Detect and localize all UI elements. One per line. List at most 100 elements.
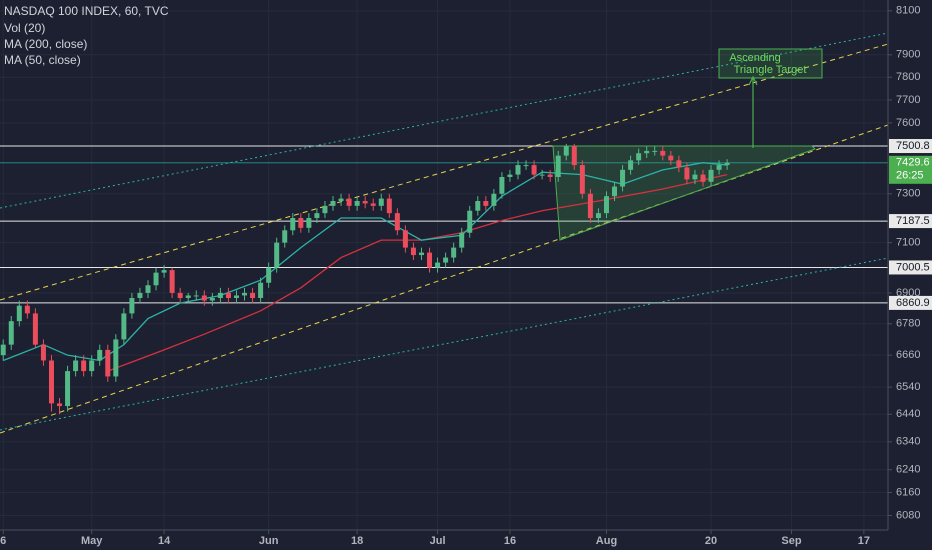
candle-body	[636, 153, 642, 161]
candle-body	[523, 165, 529, 167]
candle-body	[628, 160, 634, 170]
candle-body	[40, 344, 46, 361]
x-tick-label: 14	[158, 535, 171, 547]
candle-body	[692, 174, 698, 180]
y-tick-label: 7900	[896, 49, 920, 61]
candle-body	[81, 360, 87, 372]
candle-body	[322, 205, 328, 214]
y-tick-label: 6240	[896, 464, 920, 476]
annotation: Ascending	[729, 52, 780, 64]
candle-body	[668, 155, 674, 161]
candle-body	[652, 150, 658, 152]
candle-body	[161, 270, 167, 273]
y-tick-label: 6440	[896, 408, 920, 420]
candle-body	[660, 150, 666, 156]
drawings: Ascending Triangle Target	[0, 32, 888, 434]
candle-body	[435, 262, 441, 268]
last-price-box	[889, 155, 932, 184]
candle-body	[137, 292, 143, 299]
level-label: 7000.5	[896, 261, 930, 273]
candle-body	[587, 193, 593, 219]
last-price-label: 7429.6	[896, 157, 930, 169]
candle-body	[579, 165, 585, 194]
y-tick-label: 8100	[896, 5, 920, 17]
candle-body	[443, 257, 449, 263]
candle-body	[193, 295, 199, 297]
level-label-box	[889, 214, 932, 229]
candle-body	[515, 165, 521, 175]
candle-body	[57, 403, 63, 407]
candle-body	[306, 218, 312, 228]
channel-upper	[0, 43, 888, 301]
candle-body	[410, 247, 416, 256]
candle-body	[185, 295, 191, 299]
candle-body	[724, 162, 730, 166]
candle-body	[16, 305, 22, 322]
candle-body	[507, 174, 513, 177]
candle-body	[24, 305, 30, 314]
candle-body	[153, 272, 159, 286]
legend-entry: MA (200, close)	[4, 37, 87, 51]
channel-lower	[0, 124, 888, 434]
candle-body	[274, 242, 280, 268]
candle-body	[354, 201, 360, 206]
y-tick-label: 6080	[896, 509, 920, 521]
candle-body	[89, 360, 95, 372]
candle-body	[595, 213, 601, 219]
candle-body	[242, 292, 248, 296]
candle-body	[266, 267, 272, 283]
candle-body	[201, 295, 207, 301]
annotation: Triangle Target	[734, 64, 807, 76]
indicator-label: Vol (20)	[4, 21, 45, 35]
candle-body	[378, 198, 384, 206]
y-tick-label: 6660	[896, 349, 920, 361]
candle-body	[32, 313, 38, 345]
x-tick-label: 18	[351, 535, 363, 547]
axes: 8100 7900 7800 7700 7600 7300 7100 6900 6780 6660…	[0, 5, 932, 547]
candle-body	[402, 230, 408, 248]
candle-body	[0, 344, 6, 356]
candle-body	[467, 210, 473, 233]
candle-body	[620, 169, 626, 187]
legend-entry: MA (50, close)	[4, 53, 81, 67]
candle-body	[330, 201, 336, 206]
candle-body	[644, 150, 650, 154]
candle-body	[684, 167, 690, 180]
x-tick-label: May	[81, 535, 103, 547]
level-label-box	[889, 260, 932, 275]
outer-channel-lower	[0, 257, 888, 431]
x-tick-label: Sep	[781, 535, 801, 547]
candle-body	[177, 292, 183, 299]
candle-body	[603, 196, 609, 214]
level-label: 6860.9	[896, 297, 930, 309]
x-tick-label: Aug	[596, 535, 617, 547]
candle-body	[370, 203, 376, 206]
candle-body	[418, 252, 424, 256]
level-label-box	[889, 139, 932, 154]
y-tick-label: 7100	[896, 237, 920, 249]
candle-body	[386, 198, 392, 214]
candle-body	[346, 198, 352, 206]
levels	[0, 145, 888, 304]
candle-body	[708, 169, 714, 182]
x-tick-label: Jun	[259, 535, 279, 547]
candle-body	[290, 218, 296, 231]
candle-body	[499, 176, 505, 194]
candle-body	[225, 292, 231, 299]
candle-body	[475, 201, 481, 211]
candle-body	[145, 285, 151, 293]
x-tick-label: 17	[858, 535, 870, 547]
candle-body	[700, 174, 706, 182]
candle-body	[676, 160, 682, 168]
candle-body	[531, 165, 537, 175]
countdown-label: 26:25	[896, 170, 924, 182]
level-label: 7500.8	[896, 140, 930, 152]
candle-body	[48, 360, 54, 404]
candle-body	[129, 298, 135, 314]
y-tick-label: 7800	[896, 71, 920, 83]
candle-body	[612, 186, 618, 197]
y-tick-label: 7300	[896, 188, 920, 200]
y-tick-label: 6340	[896, 436, 920, 448]
